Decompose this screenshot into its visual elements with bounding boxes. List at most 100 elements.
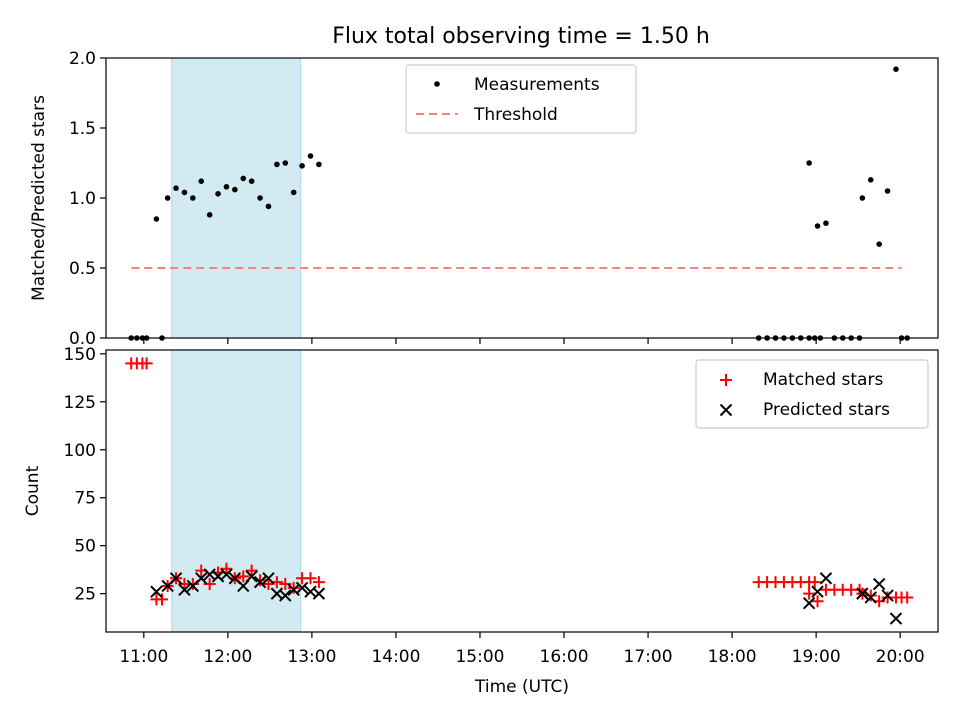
y-axis-label: Matched/Predicted stars (29, 95, 49, 301)
matched-point (262, 578, 275, 591)
y-tick-label: 75 (74, 489, 96, 509)
measurement-point (223, 184, 230, 190)
count-panel: 25 50 75 100 125 150 11:00 12:00 13:00 14:00 15:00… (23, 345, 939, 697)
predicted-point (220, 568, 233, 581)
measurement-point (814, 223, 821, 229)
predicted-point (872, 577, 886, 591)
predicted-point (802, 597, 816, 610)
y-tick-label: 25 (74, 585, 96, 605)
x-tick-label: 12:00 (203, 647, 252, 667)
axes-frame (105, 349, 939, 633)
legend-label: Matched stars (763, 370, 883, 390)
y-tick-label: 50 (74, 537, 96, 557)
legend-box (695, 359, 929, 429)
matched-point (140, 357, 153, 370)
measurement-point (164, 195, 171, 201)
matched-point (245, 564, 258, 577)
y-tick-label: 1.5 (69, 119, 96, 139)
measurement-point (859, 195, 866, 201)
y-tick-label: 1.0 (69, 189, 96, 209)
predicted-point (245, 570, 258, 583)
matched-point (864, 589, 877, 602)
measurement-point (198, 178, 205, 184)
y-axis-label: Count (23, 465, 43, 516)
x-tick-label: 18:00 (708, 647, 757, 667)
measurement-point (265, 203, 272, 210)
predicted-point (811, 585, 824, 598)
predicted-point (253, 575, 267, 589)
series-matched-stars (125, 357, 914, 608)
y-tick-label: 150 (64, 345, 96, 365)
predicted-point (856, 587, 869, 600)
measurement-point (215, 191, 221, 197)
measurement-point (282, 160, 289, 166)
x-tick-label: 11:00 (119, 647, 168, 667)
matched-point (156, 593, 169, 606)
measurement-point (316, 161, 322, 168)
measurement-point (206, 212, 213, 218)
measurement-point (299, 163, 305, 169)
predicted-point (279, 589, 292, 602)
x-tick-label: 15:00 (455, 647, 504, 667)
measurement-point (867, 177, 874, 183)
y-tick-label: 0.0 (69, 329, 96, 349)
predicted-point (881, 589, 894, 602)
predicted-point (295, 581, 309, 595)
x-tick-label: 19:00 (792, 647, 841, 667)
measurement-point (290, 189, 297, 196)
legend-box (405, 64, 637, 134)
predicted-point (819, 572, 833, 585)
figure-title: Flux total observing time = 1.50 h (332, 24, 710, 49)
measurement-point (893, 66, 899, 72)
matched-point (901, 591, 914, 604)
legend-plus-marker (720, 374, 732, 386)
predicted-point (195, 572, 208, 585)
legend-label: Measurements (474, 75, 600, 95)
predicted-point (889, 612, 903, 625)
legend-label: Threshold (473, 105, 558, 125)
matched-point (287, 581, 300, 594)
y-tick-label: 125 (64, 393, 96, 413)
measurement-point (274, 161, 280, 168)
y-tick-label: 0.5 (69, 259, 96, 279)
y-tick-label: 100 (64, 441, 96, 461)
measurement-point (153, 216, 160, 222)
legend: Measurements Threshold (405, 64, 637, 134)
measurement-point (173, 185, 179, 191)
measurement-point (806, 160, 812, 166)
legend-dot-marker (434, 81, 440, 87)
legend-x-marker (719, 403, 733, 417)
measurement-point (884, 188, 891, 194)
measurement-point (307, 153, 314, 159)
x-tick-label: 17:00 (624, 647, 673, 667)
x-tick-label: 13:00 (287, 647, 336, 667)
predicted-point (169, 572, 183, 585)
y-tick-label: 2.0 (69, 49, 96, 69)
measurement-point (248, 178, 255, 184)
matched-point (803, 587, 816, 600)
x-tick-label: 16:00 (540, 647, 589, 667)
x-axis-label: Time (UTC) (474, 677, 569, 697)
ratio-panel: 0.0 0.5 1.0 1.5 2.0 Matched/Predicted stars Me… (29, 49, 939, 349)
measurement-point (876, 241, 882, 247)
matched-point (220, 562, 233, 575)
predicted-point (178, 583, 191, 597)
measurement-point (257, 195, 263, 201)
series-predicted-stars (150, 568, 903, 625)
legend-label: Predicted stars (763, 400, 890, 420)
matched-point (808, 576, 821, 589)
measurement-point (240, 175, 247, 182)
predicted-point (150, 585, 163, 598)
measurement-point (232, 186, 238, 193)
x-tick-label: 20:00 (876, 647, 925, 667)
measurement-point (181, 189, 188, 196)
x-tick-label: 14:00 (371, 647, 420, 667)
measurement-point (190, 195, 196, 201)
legend: Matched stars Predicted stars (695, 359, 929, 429)
measurement-point (823, 220, 829, 226)
predicted-point (864, 591, 877, 604)
matched-point (237, 570, 250, 583)
matched-point (304, 572, 317, 585)
matched-point (312, 576, 325, 589)
